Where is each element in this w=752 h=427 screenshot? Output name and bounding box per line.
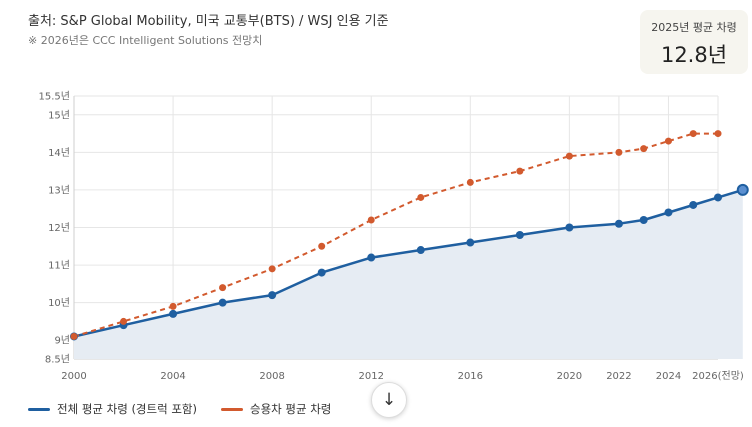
x-tick-label: 2022 — [606, 371, 631, 382]
data-point — [615, 148, 623, 156]
data-point — [367, 253, 376, 262]
data-point — [565, 152, 573, 160]
data-point — [318, 242, 326, 250]
data-point — [466, 178, 474, 186]
average-age-label: 2025년 평균 차령 — [651, 21, 737, 34]
data-point — [664, 208, 673, 217]
average-age-value: 12.8년 — [660, 43, 728, 67]
data-point — [664, 137, 672, 145]
data-point — [268, 291, 277, 300]
data-point — [614, 219, 623, 228]
x-tick-label: 2026(전망) — [692, 370, 744, 382]
legend-label-total: 전체 평균 차령 (경트럭 포함) — [57, 402, 197, 416]
scroll-down-button[interactable]: ↓ — [371, 382, 407, 418]
y-tick-label: 10년 — [48, 297, 70, 309]
y-tick-label: 8.5년 — [45, 354, 70, 366]
data-point — [169, 309, 178, 318]
x-tick-label: 2012 — [359, 371, 384, 382]
data-point — [169, 302, 177, 310]
data-point — [639, 215, 648, 224]
forecast-note: ※ 2026년은 CCC Intelligent Solutions 전망치 — [28, 34, 263, 47]
data-point — [268, 265, 276, 273]
chart-legend: 전체 평균 차령 (경트럭 포함) 승용차 평균 차령 — [28, 401, 331, 417]
y-tick-label: 12년 — [48, 222, 70, 234]
legend-swatch-total — [28, 407, 50, 411]
y-tick-label: 15.5년 — [39, 91, 70, 103]
legend-item-passenger[interactable]: 승용차 평균 차령 — [220, 401, 332, 417]
data-point — [714, 193, 722, 202]
data-point — [218, 298, 227, 307]
y-tick-label: 14년 — [48, 147, 70, 159]
data-point — [367, 216, 375, 224]
data-point — [736, 183, 749, 196]
data-point — [219, 284, 227, 292]
x-tick-label: 2000 — [61, 371, 86, 382]
data-point — [714, 130, 722, 138]
data-point — [516, 167, 524, 175]
data-point — [689, 200, 698, 209]
data-point — [417, 193, 425, 201]
data-point — [416, 246, 425, 255]
x-tick-label: 2024 — [656, 371, 681, 382]
y-tick-label: 15년 — [48, 109, 70, 121]
chart-source: 출처: S&P Global Mobility, 미국 교통부(BTS) / W… — [28, 14, 389, 29]
y-tick-label: 13년 — [48, 184, 70, 196]
data-point — [515, 231, 524, 240]
y-tick-label: 9년 — [54, 335, 70, 347]
x-tick-label: 2020 — [557, 371, 582, 382]
data-point — [70, 332, 78, 340]
y-tick-label: 11년 — [48, 260, 70, 272]
legend-label-passenger: 승용차 평균 차령 — [249, 402, 332, 416]
x-tick-label: 2016 — [458, 371, 483, 382]
data-point — [466, 238, 475, 247]
series-area-0 — [74, 189, 743, 359]
data-point — [689, 130, 697, 138]
legend-swatch-passenger — [220, 407, 243, 411]
arrow-down-icon: ↓ — [381, 390, 397, 410]
legend-item-total[interactable]: 전체 평균 차령 (경트럭 포함) — [28, 401, 197, 417]
data-point — [120, 317, 128, 325]
series-line-1 — [73, 132, 718, 338]
average-age-card: 2025년 평균 차령 12.8년 — [640, 10, 748, 74]
data-point — [640, 145, 648, 153]
x-tick-label: 2008 — [259, 371, 284, 382]
data-point — [317, 268, 326, 277]
x-tick-label: 2004 — [160, 371, 185, 382]
data-point — [565, 223, 574, 232]
